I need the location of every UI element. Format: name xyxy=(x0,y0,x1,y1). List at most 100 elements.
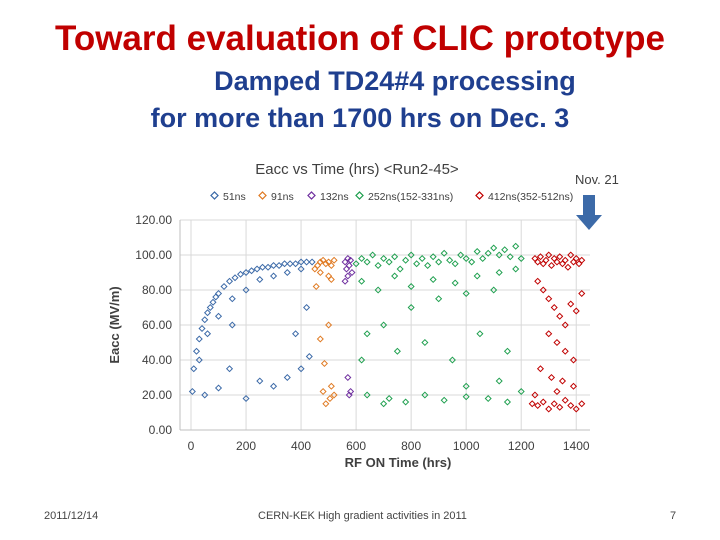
data-point xyxy=(206,303,214,312)
data-point xyxy=(564,263,572,271)
data-point xyxy=(270,382,278,390)
data-point xyxy=(545,295,553,303)
legend-entry: 51ns xyxy=(223,191,246,203)
data-point xyxy=(348,268,356,277)
data-point xyxy=(558,377,567,385)
data-point xyxy=(303,258,311,266)
data-point xyxy=(550,303,558,312)
x-tick-label: 800 xyxy=(401,439,421,453)
data-point xyxy=(567,401,575,410)
data-point xyxy=(448,356,456,364)
data-point xyxy=(270,272,278,280)
data-point xyxy=(214,312,223,320)
data-point xyxy=(424,261,432,270)
legend-marker xyxy=(475,191,484,200)
data-point xyxy=(446,256,454,264)
data-point xyxy=(578,289,586,298)
data-point xyxy=(545,251,553,259)
data-point xyxy=(501,246,509,254)
legend-marker xyxy=(258,191,267,200)
data-point xyxy=(421,338,429,347)
footer-date: 2011/12/14 xyxy=(44,510,99,522)
data-point xyxy=(545,405,553,413)
data-point xyxy=(225,365,234,373)
data-point xyxy=(539,398,547,406)
x-tick-label: 0 xyxy=(188,439,195,453)
data-point xyxy=(297,265,305,273)
data-point xyxy=(326,394,334,403)
data-point xyxy=(402,398,410,406)
y-tick-label: 120.00 xyxy=(135,213,172,227)
data-point xyxy=(228,295,236,303)
data-point xyxy=(347,256,355,264)
data-point xyxy=(429,275,437,284)
data-point xyxy=(536,365,545,373)
y-axis-ticks: 0.00 20.00 40.00 60.00 80.00 100.00 120.00 xyxy=(135,213,172,437)
data-point xyxy=(374,286,382,294)
data-point xyxy=(451,260,459,268)
data-point xyxy=(312,282,320,291)
legend-marker xyxy=(355,191,364,200)
data-point xyxy=(220,282,228,291)
data-point xyxy=(275,261,283,270)
data-point xyxy=(303,303,311,312)
data-point xyxy=(561,256,569,264)
chart-gridlines xyxy=(179,219,590,431)
data-point xyxy=(344,373,352,382)
data-point xyxy=(305,352,313,361)
data-point xyxy=(457,251,465,259)
y-tick-label: 60.00 xyxy=(142,318,172,332)
data-point xyxy=(528,400,536,408)
data-point xyxy=(569,382,578,390)
data-point xyxy=(322,400,330,408)
data-point xyxy=(228,321,236,329)
annotation-label: Nov. 21 xyxy=(575,172,619,187)
data-point xyxy=(214,384,223,392)
data-point xyxy=(578,400,586,408)
data-point xyxy=(534,401,542,410)
data-point xyxy=(344,254,352,263)
data-point xyxy=(473,272,481,280)
data-point xyxy=(281,260,289,268)
data-point xyxy=(421,391,429,399)
data-point xyxy=(358,277,366,285)
chart-legend: 51ns 91ns 132ns 252ns(152-331ns) 412ns(352-5… xyxy=(210,191,573,203)
data-point xyxy=(553,387,561,396)
data-point xyxy=(264,263,272,271)
data-point xyxy=(547,373,556,382)
data-point xyxy=(572,405,580,413)
data-point xyxy=(506,253,514,261)
y-tick-label: 80.00 xyxy=(142,283,172,297)
data-point xyxy=(413,260,421,268)
data-point xyxy=(534,258,542,266)
data-point xyxy=(517,387,525,396)
data-point xyxy=(567,300,575,308)
data-point xyxy=(572,254,580,263)
data-point xyxy=(344,272,352,280)
data-point xyxy=(531,391,539,399)
data-point xyxy=(188,387,196,396)
data-point xyxy=(363,330,371,338)
chart-title: Eacc vs Time (hrs) <Run2-45> xyxy=(255,161,459,178)
data-point xyxy=(462,254,470,263)
y-tick-label: 0.00 xyxy=(149,423,173,437)
data-point xyxy=(327,275,335,284)
data-point xyxy=(380,400,388,408)
data-points xyxy=(188,242,586,413)
data-point xyxy=(319,387,327,396)
data-point xyxy=(320,359,328,368)
annotation-arrow-icon xyxy=(576,195,602,230)
data-point xyxy=(237,270,245,278)
data-point xyxy=(578,256,586,264)
data-point xyxy=(297,365,305,373)
data-point xyxy=(283,373,291,382)
data-point xyxy=(435,258,443,266)
data-point xyxy=(553,258,561,266)
data-point xyxy=(192,347,201,355)
data-point xyxy=(209,298,217,306)
data-point xyxy=(407,303,415,312)
data-point xyxy=(440,396,448,404)
data-point xyxy=(374,261,382,270)
data-point xyxy=(352,260,360,268)
data-point xyxy=(358,254,366,263)
